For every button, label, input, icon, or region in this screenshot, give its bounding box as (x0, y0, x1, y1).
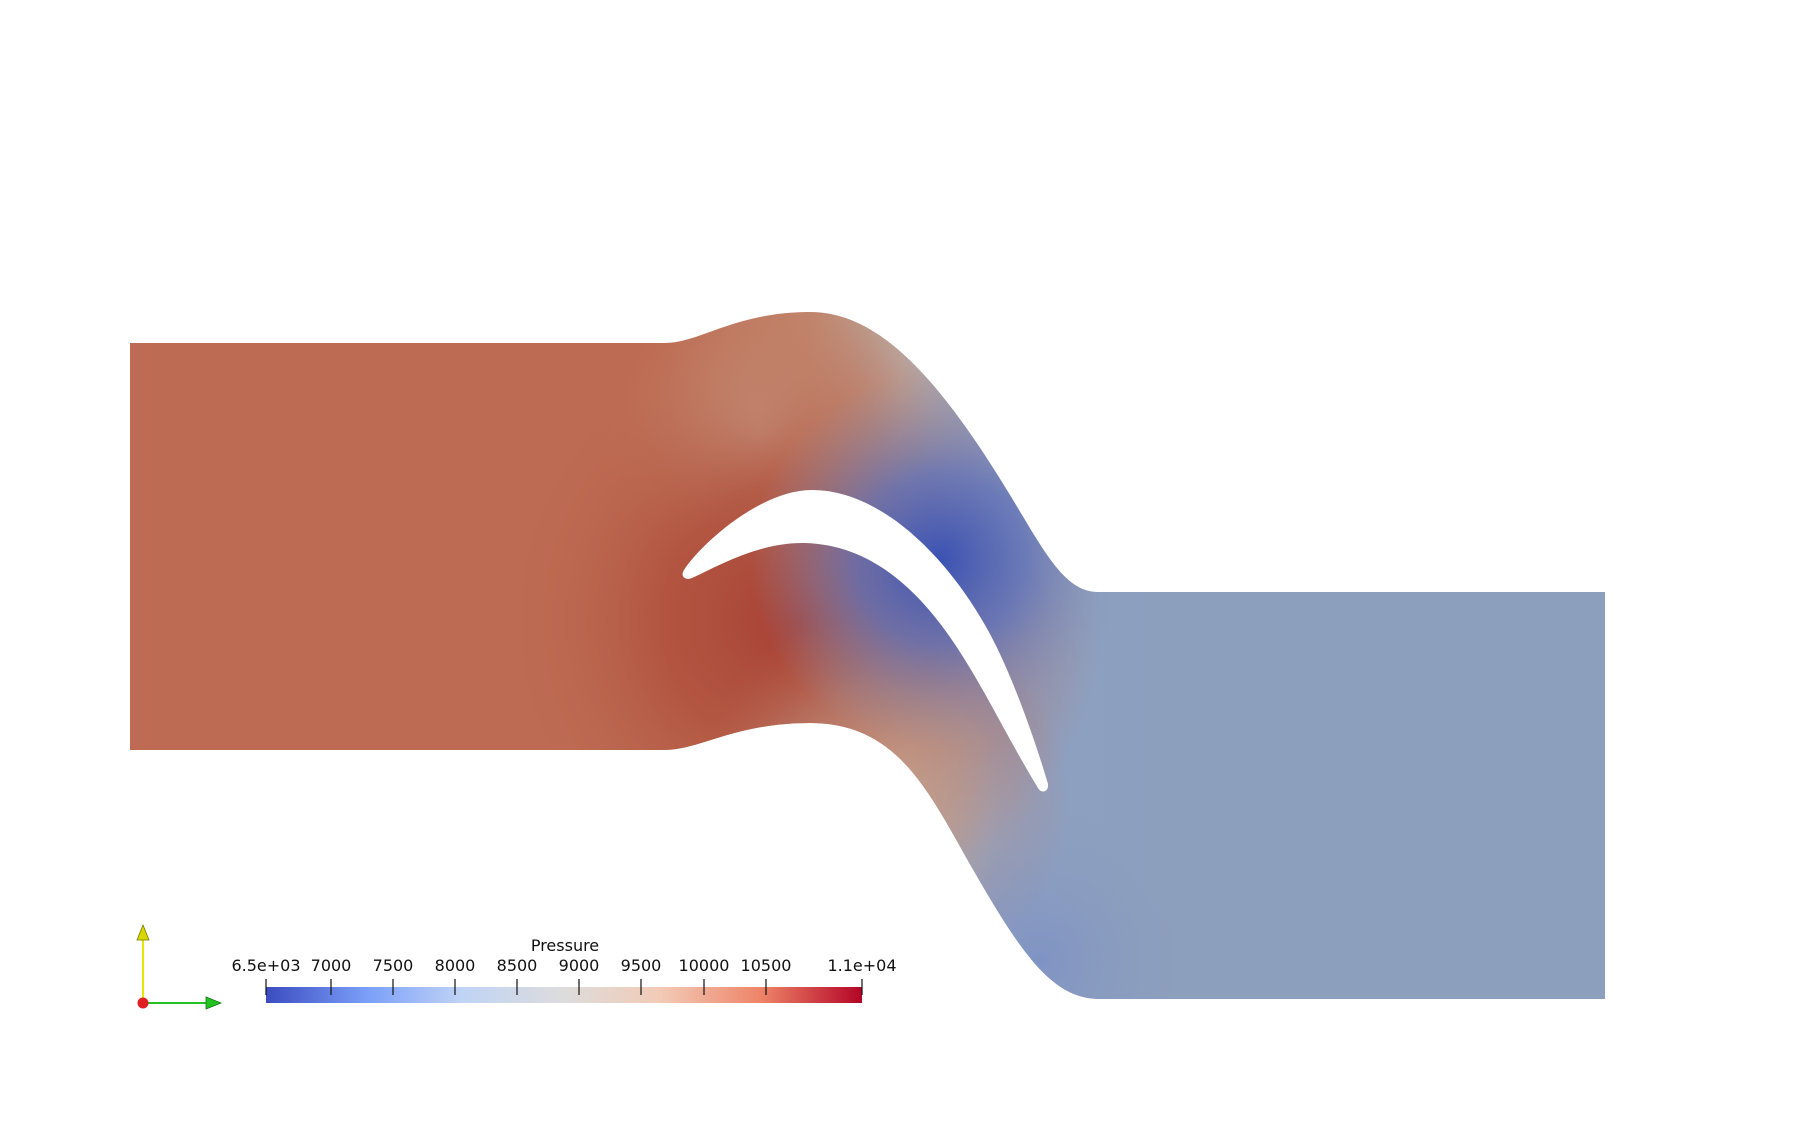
colorbar-tick-label: 9500 (621, 956, 662, 975)
colorbar-tick-label: 10500 (741, 956, 792, 975)
colorbar-tick-label: 10000 (679, 956, 730, 975)
colorbar-min-label: 6.5e+03 (231, 956, 300, 975)
turbine-blade (682, 490, 1049, 792)
colorbar-tick-label: 7500 (373, 956, 414, 975)
colorbar-max-label: 1.1e+04 (827, 956, 896, 975)
colorbar-tick-label: 9000 (559, 956, 600, 975)
orientation-axes[interactable] (136, 923, 223, 1010)
field-lower-blue-layer (130, 312, 1605, 999)
z-axis-dot (137, 997, 149, 1009)
y-axis-arrowhead (136, 923, 150, 941)
colorbar-tick-label: 8000 (435, 956, 476, 975)
colorbar-legend[interactable]: Pressure 6.5e+03 1.1e+04 7000 7500 8000 … (231, 936, 897, 1003)
pressure-field-domain (130, 312, 1605, 999)
colorbar-ticks (265, 979, 863, 995)
x-axis-arrowhead (205, 996, 223, 1010)
colorbar-title: Pressure (531, 936, 599, 955)
colorbar-tick-label: 8500 (497, 956, 538, 975)
colorbar-gradient (266, 987, 862, 1003)
colorbar-tick-label: 7000 (311, 956, 352, 975)
